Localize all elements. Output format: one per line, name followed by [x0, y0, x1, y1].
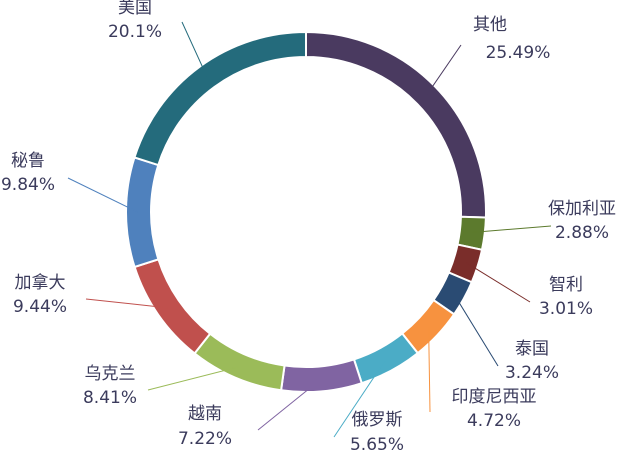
donut-slice	[352, 332, 420, 385]
slice-name-label: 加拿大	[15, 272, 66, 293]
slice-percent-label: 8.41%	[83, 388, 137, 408]
slice-percent-label: 2.88%	[555, 223, 609, 243]
donut-slice	[133, 30, 307, 167]
slice-percent-label: 7.22%	[178, 429, 232, 449]
slices-group	[125, 30, 487, 393]
leader-line	[465, 262, 531, 303]
slice-percent-label: 5.65%	[350, 435, 404, 455]
slice-name-label: 其他	[473, 15, 507, 35]
leader-line	[472, 225, 552, 233]
leader-line	[333, 359, 386, 438]
donut-slice	[133, 258, 212, 355]
slice-percent-label: 9.44%	[13, 297, 67, 317]
slice-percent-label: 25.49%	[486, 43, 551, 63]
slice-name-label: 保加利亚	[548, 199, 616, 219]
slice-name-label: 美国	[118, 0, 152, 18]
slice-name-label: 秘鲁	[11, 151, 45, 171]
leader-line	[452, 292, 499, 367]
leader-line	[426, 44, 462, 96]
leader-line	[85, 298, 169, 309]
slice-percent-label: 9.84%	[1, 175, 55, 195]
slice-name-label: 印度尼西亚	[452, 387, 537, 407]
leader-line	[428, 326, 431, 413]
slice-percent-label: 4.72%	[467, 411, 521, 431]
leader-line	[257, 378, 322, 431]
labels-group: 其他 25.49% 保加利亚 2.88% 智利 3.01% 泰国 3.24% 印度尼西亚 4.72…	[1, 0, 616, 455]
leader-line	[147, 366, 241, 391]
leader-line	[181, 21, 208, 77]
leader-line	[67, 177, 139, 213]
slice-name-label: 乌克兰	[85, 364, 136, 384]
slice-name-label: 俄罗斯	[352, 410, 403, 430]
slice-name-label: 智利	[549, 275, 583, 295]
donut-slice	[193, 332, 286, 392]
donut-slice	[279, 358, 363, 393]
slice-percent-label: 3.24%	[505, 363, 559, 383]
slice-name-label: 越南	[188, 404, 222, 424]
donut-slice	[125, 156, 160, 269]
slice-percent-label: 20.1%	[108, 22, 162, 42]
slice-name-label: 泰国	[515, 339, 549, 359]
leader-lines-group	[67, 21, 552, 438]
slice-percent-label: 3.01%	[539, 299, 593, 319]
donut-slice	[305, 30, 487, 219]
